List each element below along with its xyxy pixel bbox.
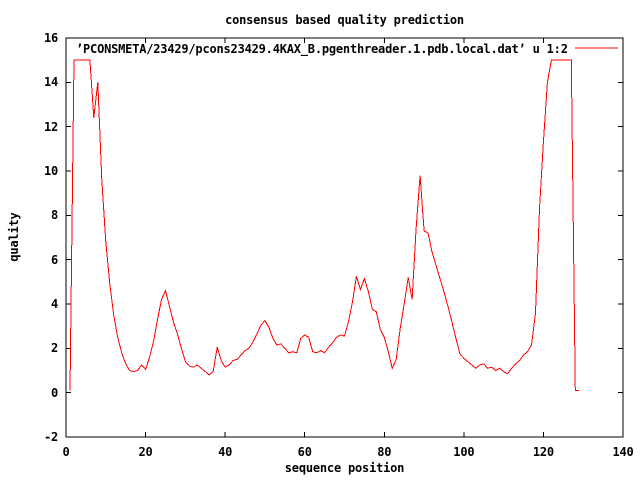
x-tick-label: 120 [532,445,554,459]
chart-title: consensus based quality prediction [225,13,464,27]
x-tick-label: 0 [62,445,70,459]
x-tick-label: 40 [218,445,233,459]
y-tick-label: 14 [43,75,58,90]
quality-line-series [69,59,580,391]
y-tick-label: 4 [50,297,58,311]
y-tick-label: 0 [50,385,58,400]
y-tick-label: 12 [43,119,58,134]
y-tick-label: 2 [50,341,58,356]
y-tick-label: 10 [43,164,58,178]
y-tick-label: 6 [50,252,58,267]
x-tick-label: 20 [138,445,153,459]
plot-border [65,37,624,438]
legend-entry-label: ’PCONSMETA/23429/pcons23429.4KAX_B.pgent… [76,42,568,56]
y-tick-label: 8 [50,208,58,223]
y-tick-label: 16 [43,31,58,45]
x-axis-label: sequence position [284,461,405,475]
x-tick-label: 100 [453,445,475,459]
x-tick-label: 140 [612,445,634,459]
x-tick-label: 80 [377,445,392,459]
y-tick-label: -2 [43,430,58,444]
x-tick-label: 60 [297,445,312,459]
